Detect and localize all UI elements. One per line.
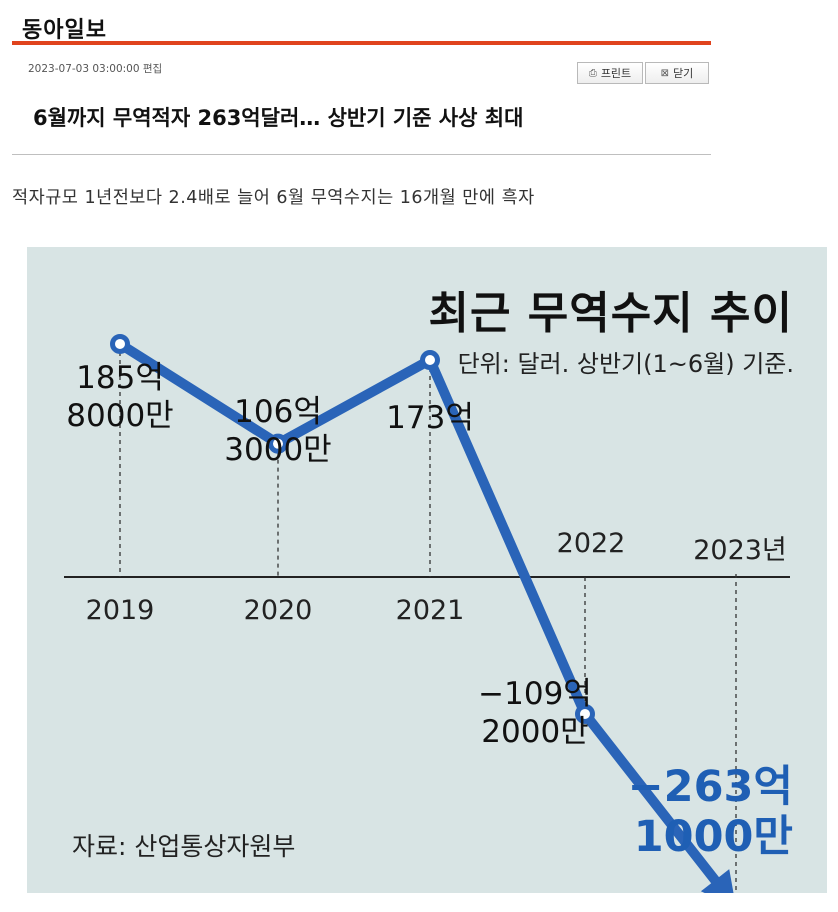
series-arrowhead: [700, 869, 734, 893]
close-button[interactable]: ⊠ 닫기: [645, 62, 709, 84]
value-label-line: 173억: [386, 400, 474, 436]
chart-unit-note: 단위: 달러. 상반기(1~6월) 기준.: [457, 350, 794, 378]
newspaper-logo: 동아일보: [22, 18, 107, 43]
value-label-line: 106억: [234, 394, 322, 430]
edit-timestamp: 2023-07-03 03:00:00 편집: [28, 63, 163, 75]
value-label-2019: 185억 8000만: [66, 359, 173, 435]
data-point-2019: [110, 333, 130, 354]
print-button[interactable]: ⎙ 프린트: [577, 62, 643, 84]
x-tick-label-2019: 2019: [85, 595, 155, 626]
value-label-2020: 106억 3000만: [224, 393, 331, 469]
value-label-line: −263억: [627, 762, 793, 812]
printer-icon: ⎙: [588, 67, 597, 79]
chart-canvas: [64, 333, 790, 893]
data-point-2022: [575, 703, 595, 724]
value-label-2021: 173억: [386, 399, 474, 437]
x-tick-label-2020: 2020: [243, 595, 313, 626]
headline-divider: [12, 154, 711, 155]
value-label-line: 2000만: [481, 714, 589, 750]
chart-source: 자료: 산업통상자원부: [72, 832, 296, 861]
value-label-line: 1000만: [633, 812, 793, 862]
data-point-2020: [268, 433, 288, 454]
x-tick-label-2021: 2021: [395, 595, 465, 626]
header-rule: [12, 41, 711, 45]
x-tick-label-2023: 2023년: [693, 535, 787, 566]
article-subtitle: 적자규모 1년전보다 2.4배로 늘어 6월 무역수지는 16개월 만에 흑자: [12, 188, 535, 208]
print-button-label: 프린트: [600, 67, 632, 80]
value-label-line: 8000만: [66, 398, 174, 434]
chart-title: 최근 무역수지 추이: [428, 288, 793, 339]
value-label-line: 185억: [76, 360, 164, 396]
data-point-2021: [420, 350, 440, 371]
close-icon: ⊠: [660, 67, 670, 79]
close-button-label: 닫기: [673, 67, 694, 80]
x-tick-label-2022: 2022: [556, 528, 626, 559]
article-headline: 6월까지 무역적자 263억달러… 상반기 기준 사상 최대: [33, 106, 524, 130]
value-label-line: −109억: [478, 676, 592, 712]
trade-balance-chart: 최근 무역수지 추이 단위: 달러. 상반기(1~6월) 기준. 2019 202…: [27, 247, 827, 893]
value-label-2023: −263억 1000만: [628, 762, 793, 862]
value-label-2022: −109억 2000만: [478, 675, 592, 751]
value-label-line: 3000만: [224, 432, 332, 468]
